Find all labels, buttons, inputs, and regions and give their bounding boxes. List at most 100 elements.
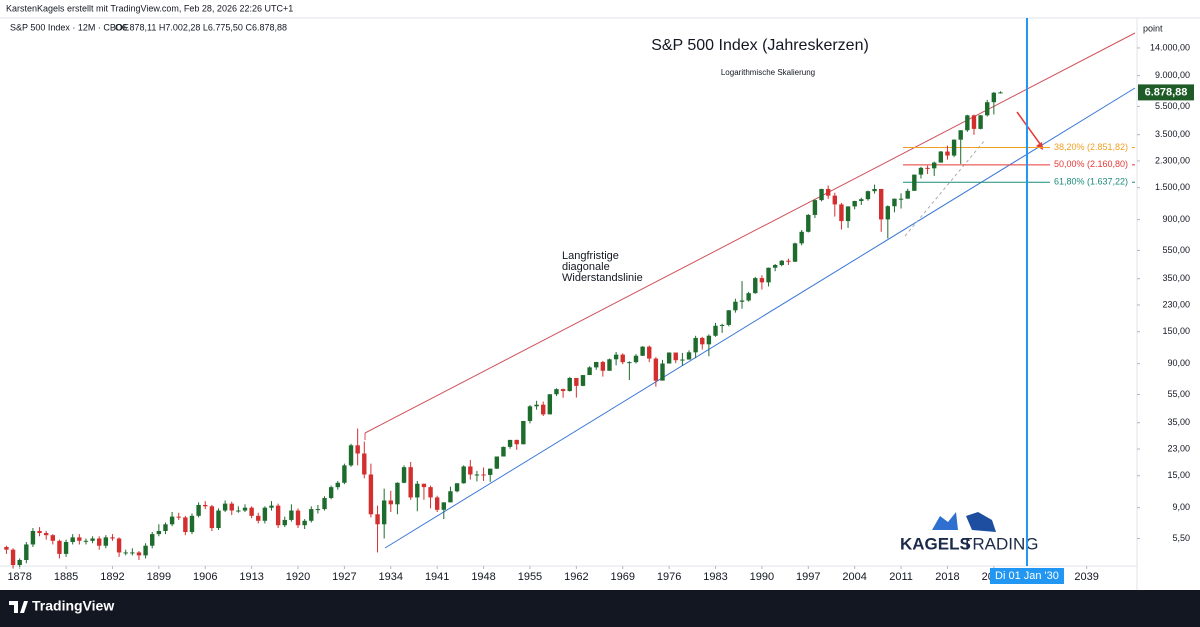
candle-body xyxy=(481,474,486,476)
y-tick-label: 3.500,00 xyxy=(1155,129,1190,139)
candle-body xyxy=(441,502,447,510)
candle-body xyxy=(653,358,659,381)
watermark-light: TRADING xyxy=(962,534,1039,553)
candle-body xyxy=(507,439,513,447)
candle-body xyxy=(302,520,307,526)
candle-body xyxy=(799,231,804,244)
y-tick-label: 150,00 xyxy=(1162,326,1190,336)
candle-body xyxy=(594,362,599,368)
y-tick-label: 14.000,00 xyxy=(1150,42,1190,52)
candle-body xyxy=(448,491,453,503)
candle-body xyxy=(421,483,427,488)
candle-body xyxy=(375,514,380,525)
x-tick-label: 1997 xyxy=(796,571,820,583)
candle-body xyxy=(136,552,142,556)
candle-body xyxy=(156,530,162,535)
candle-body xyxy=(468,466,473,475)
x-tick-label: 1983 xyxy=(703,571,727,583)
candle-body xyxy=(978,115,983,129)
candle-body xyxy=(918,167,924,175)
y-tick-label: 1.500,00 xyxy=(1155,182,1190,192)
x-tick-label: 2018 xyxy=(935,571,959,583)
candle-body xyxy=(541,404,546,415)
candle-body xyxy=(63,541,69,554)
candle-body xyxy=(600,362,606,371)
candle-body xyxy=(70,537,75,542)
candle-body xyxy=(189,515,195,533)
candle-body xyxy=(806,214,811,232)
candle-body xyxy=(859,199,864,202)
candle-body xyxy=(574,377,579,386)
x-tick-label: 1976 xyxy=(657,571,681,583)
candle-body xyxy=(872,189,877,192)
candle-body xyxy=(792,243,798,262)
candle-body xyxy=(150,534,155,546)
x-tick-label: 1906 xyxy=(193,571,217,583)
annotation: Langfristige xyxy=(562,250,619,262)
y-tick-label: 900,00 xyxy=(1162,214,1190,224)
candle-body xyxy=(388,500,393,505)
ohlc: O6.878,11 H7.002,28 L6.775,50 C6.878,88 xyxy=(115,22,287,32)
candle-body xyxy=(772,265,778,268)
candle-body xyxy=(719,324,725,326)
y-tick-label: 9.000,00 xyxy=(1155,70,1190,80)
candle-body xyxy=(746,293,751,301)
candle-body xyxy=(83,540,89,542)
candle-body xyxy=(733,301,738,311)
x-tick-label: 1990 xyxy=(750,571,774,583)
candle-body xyxy=(547,394,553,415)
candle-body xyxy=(454,483,460,492)
candle-body xyxy=(395,482,400,505)
candle-body xyxy=(176,516,181,518)
candle-body xyxy=(567,377,572,392)
candle-body xyxy=(878,189,884,220)
candle-body xyxy=(24,544,29,560)
candle-body xyxy=(945,151,950,156)
chart-title: S&P 500 Index (Jahreskerzen) xyxy=(651,37,869,54)
candle-body xyxy=(965,115,970,131)
candle-body xyxy=(991,92,997,103)
x-tick-label: 2039 xyxy=(1074,571,1098,583)
candle-body xyxy=(494,456,500,469)
candle-body xyxy=(627,362,632,364)
candle-body xyxy=(845,206,851,222)
annotation: Widerstandslinie xyxy=(562,272,643,284)
x-tick-label: 2004 xyxy=(842,571,866,583)
x-tick-label: 1948 xyxy=(471,571,495,583)
candle-body xyxy=(951,139,957,156)
candle-body xyxy=(932,162,937,169)
candle-body xyxy=(461,466,466,484)
x-tick-label: 1878 xyxy=(7,571,31,583)
candle-body xyxy=(328,487,334,499)
candle-body xyxy=(408,467,413,498)
candle-body xyxy=(660,363,665,381)
candle-body xyxy=(222,503,228,511)
candle-body xyxy=(898,198,904,200)
x-tick-label: 1899 xyxy=(147,571,171,583)
bull-icon xyxy=(932,512,958,530)
candle-body xyxy=(501,446,506,457)
candle-body xyxy=(342,465,347,483)
candle-body xyxy=(315,509,321,511)
x-tick-label: 1892 xyxy=(100,571,124,583)
fib-label-bg xyxy=(1050,176,1132,189)
candle-body xyxy=(434,497,440,510)
candle-body xyxy=(249,507,254,516)
resistance-line xyxy=(364,32,1136,434)
candle-body xyxy=(216,510,221,529)
candle-body xyxy=(521,420,526,445)
candle-body xyxy=(4,547,9,550)
candle-body xyxy=(812,200,818,215)
candle-body xyxy=(37,530,42,534)
y-tick-label: 5,50 xyxy=(1172,533,1190,543)
candle-body xyxy=(865,191,871,200)
symbol: S&P 500 Index · 12M · CBOE xyxy=(10,22,129,32)
footer-logo xyxy=(9,601,28,613)
candle-body xyxy=(130,552,135,554)
x-tick-label: 1927 xyxy=(332,571,356,583)
y-tick-label: 350,00 xyxy=(1162,273,1190,283)
candle-body xyxy=(381,500,387,525)
candle-body xyxy=(640,346,645,356)
